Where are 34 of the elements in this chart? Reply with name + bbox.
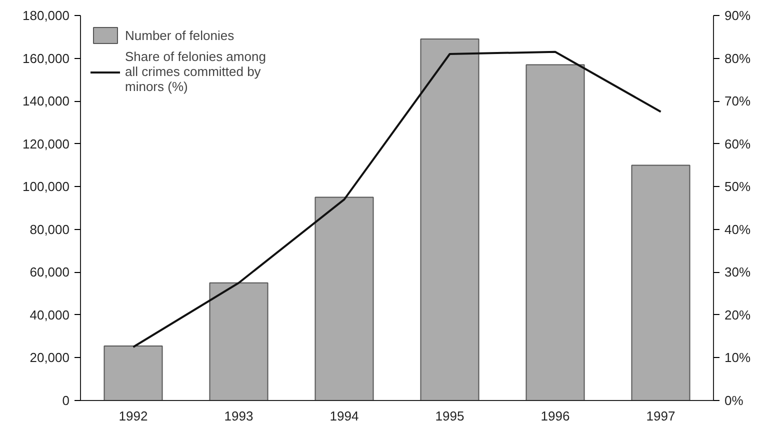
y-tick-label: 60,000 [30, 264, 70, 280]
legend-label: Number of felonies [125, 28, 234, 42]
y2-tick-label: 80% [724, 50, 751, 66]
y-tick-label: 0 [62, 393, 70, 408]
y2-tick-label: 10% [724, 350, 751, 366]
x-tick-label: 1993 [224, 408, 254, 423]
y2-tick-label: 20% [724, 307, 751, 322]
y2-tick-label: 30% [724, 264, 751, 280]
bar [631, 164, 690, 400]
y2-tick-label: 60% [724, 136, 751, 152]
legend-label: Share of felonies among all crimes committed by minors (%) [125, 49, 266, 94]
bar [526, 64, 585, 400]
y2-tick-label: 0% [724, 393, 744, 408]
bar [209, 282, 268, 400]
y-tick-label: 20,000 [30, 350, 70, 366]
y-tick-label: 180,000 [22, 8, 70, 23]
x-tick-label: 1997 [646, 408, 676, 423]
y-tick-label: 160,000 [22, 50, 70, 66]
y-tick-label: 100,000 [22, 179, 70, 194]
y-tick-label: 80,000 [30, 222, 70, 237]
y2-tick-label: 70% [724, 94, 751, 109]
y-tick-label: 140,000 [22, 94, 70, 109]
x-tick-label: 1992 [118, 408, 148, 423]
y-tick-label: 40,000 [30, 307, 70, 322]
bar [314, 196, 374, 400]
x-tick-label: 1995 [435, 408, 464, 423]
y2-tick-label: 90% [724, 8, 751, 23]
bar [420, 38, 480, 400]
y2-tick-label: 50% [724, 179, 751, 194]
x-tick-label: 1996 [540, 408, 570, 423]
x-tick-label: 1994 [330, 408, 359, 423]
y2-tick-label: 40% [724, 222, 751, 237]
bar [104, 345, 163, 400]
y-tick-label: 120,000 [22, 136, 70, 152]
